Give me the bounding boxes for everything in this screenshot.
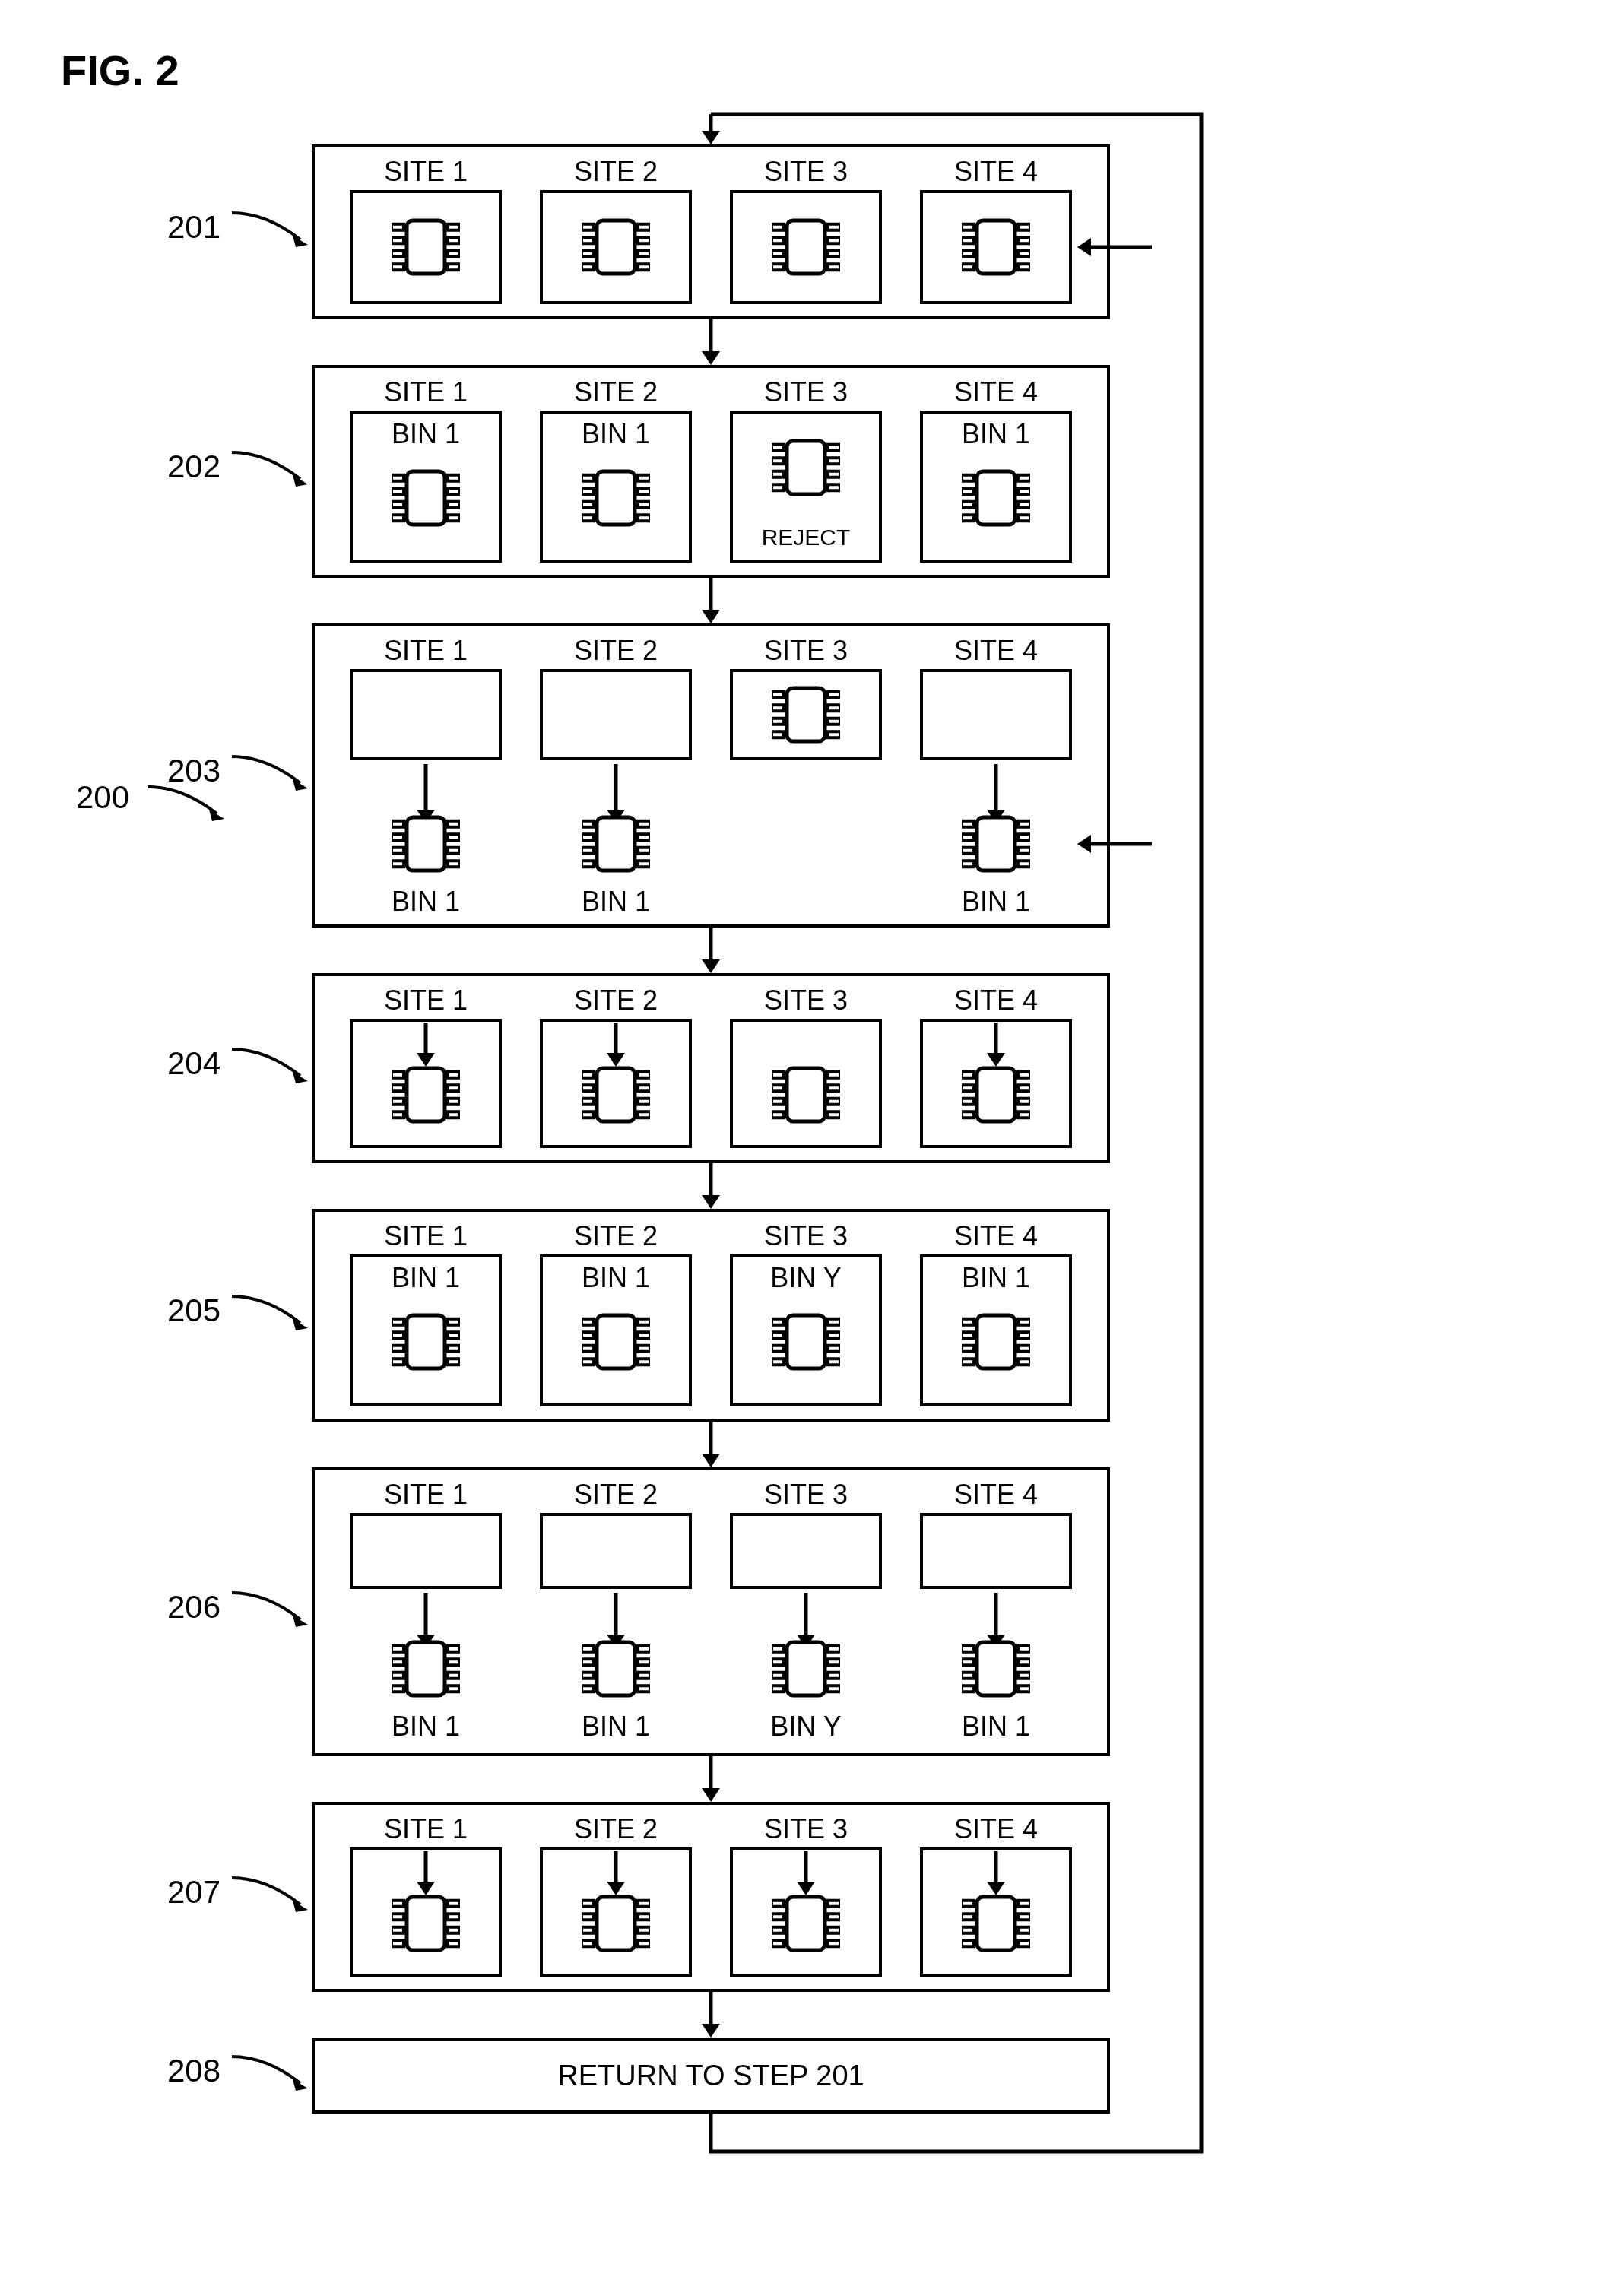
svg-marker-308 bbox=[702, 131, 720, 144]
